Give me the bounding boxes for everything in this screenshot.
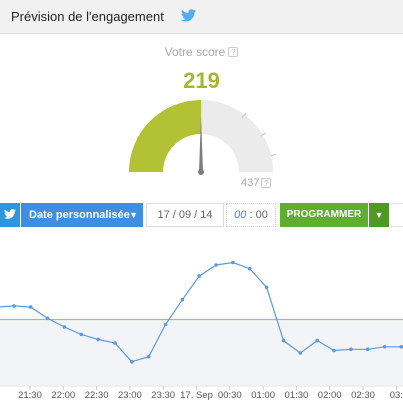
schedule-toolbar: Date personnalisée ▼ 17 / 09 / 14 00 : 0… [0,203,403,227]
data-point [365,347,370,352]
x-tick-label: 22:00 [51,390,75,400]
x-tick-label: 22:30 [85,390,109,400]
schedule-options-button[interactable]: ▼ [369,203,389,227]
gauge-fill [129,99,202,172]
engagement-chart: 21:30 22:00 22:30 23:00 23:30 17. Sep 00:30 01:… [0,260,403,400]
x-tick-label: 23:30 [151,390,175,400]
x-tick-label: 17. Sep [180,390,213,400]
data-point [349,347,353,352]
score-max: 437? [241,177,272,189]
x-tick-label: 03: [390,390,403,400]
x-tick-label: 23:00 [118,390,142,400]
gauge-needle [199,116,203,172]
data-point [146,354,151,359]
score-value: 219 [183,68,220,93]
x-tick-label: 02:00 [318,390,342,400]
data-point [231,260,235,265]
data-point [62,325,67,329]
data-point [12,304,16,308]
x-tick-label: 01:30 [285,390,309,400]
widget-header: Prévision de l'engagement [0,0,403,34]
date-mode-dropdown[interactable]: Date personnalisée ▼ [21,203,143,227]
x-tick-label: 00:30 [218,390,242,400]
data-point [180,297,185,302]
data-point [248,266,252,271]
time-minutes[interactable]: 00 [255,209,268,221]
data-point [382,345,387,349]
data-point [79,332,84,337]
data-point [214,263,218,267]
help-icon[interactable]: ? [228,47,239,57]
network-twitter-button[interactable] [0,203,20,227]
chevron-down-icon: ▼ [129,210,138,220]
x-tick-label: 21:30 [18,390,42,400]
x-tick-label: 01:00 [251,390,275,400]
x-tick-label: 02:30 [351,390,375,400]
data-point [332,348,336,353]
data-point [45,316,50,321]
score-label: Votre score? [0,45,403,59]
twitter-icon [4,209,16,219]
time-input[interactable]: 00 : 00 [226,203,276,227]
gauge-ticks [241,112,277,157]
data-point [197,274,201,278]
twitter-icon[interactable] [181,9,196,22]
data-point [399,345,403,349]
help-icon[interactable]: ? [261,178,272,188]
data-point [163,322,168,327]
schedule-button[interactable]: PROGRAMMER [280,203,368,227]
data-point [315,338,320,343]
reference-area [0,319,403,386]
score-gauge [129,99,277,175]
time-hours[interactable]: 00 [234,209,247,221]
data-point [264,285,269,290]
data-point [281,338,286,343]
toolbar-edge [391,203,403,227]
data-point [28,305,33,309]
gauge-pivot [198,169,204,175]
data-point [96,337,100,342]
data-point [130,359,134,364]
date-input[interactable]: 17 / 09 / 14 [146,203,224,227]
widget-title: Prévision de l'engagement [11,9,164,24]
data-point [113,341,117,345]
data-point [298,351,303,355]
